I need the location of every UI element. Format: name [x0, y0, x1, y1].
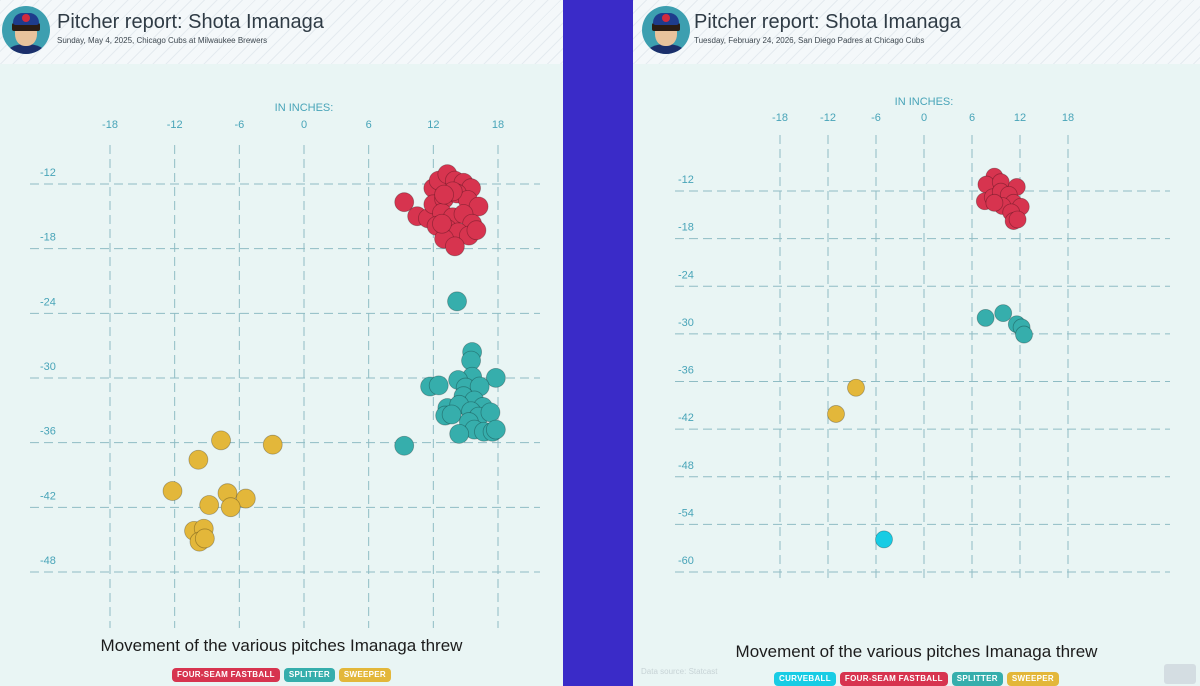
pitch-type-legend: CURVEBALL FOUR-SEAM FASTBALL SPLITTER SWEEP…: [633, 672, 1200, 686]
x-tick-label: 6: [366, 119, 372, 131]
x-tick-label: -12: [820, 112, 836, 124]
pitch-point: [1008, 210, 1027, 229]
y-tick-label: -30: [678, 317, 694, 329]
chart-caption: Movement of the various pitches Imanaga …: [100, 636, 463, 655]
x-tick-label: 18: [492, 119, 504, 131]
legend-badge: SPLITTER: [951, 672, 1003, 686]
x-tick-label: -12: [167, 119, 183, 131]
pitch-point: [449, 423, 470, 444]
pitch-point: [262, 434, 283, 455]
player-avatar: [2, 6, 50, 54]
pitch-point: [434, 184, 455, 205]
pitch-point: [199, 495, 220, 515]
x-tick-label: 6: [969, 112, 975, 124]
pitch-point: [480, 402, 501, 423]
pitch-point: [847, 378, 865, 397]
pitch-point: [394, 435, 415, 456]
series-curveball: [875, 530, 893, 549]
legend-badge: SPLITTER: [283, 668, 335, 682]
x-tick-label: -6: [234, 119, 244, 131]
player-avatar: [642, 6, 690, 54]
y-tick-label: -42: [40, 490, 56, 502]
legend-badge: SWEEPER: [1006, 672, 1059, 686]
x-tick-label: 0: [301, 119, 307, 131]
legend-badge: FOUR-SEAM FASTBALL: [171, 668, 280, 682]
y-tick-label: -18: [678, 222, 694, 234]
series-sweeper: [827, 378, 865, 423]
report-header: Pitcher report: Shota Imanaga Sunday, Ma…: [0, 0, 563, 64]
pitch-point: [432, 213, 452, 234]
y-tick-label: -12: [40, 167, 56, 179]
legend-badge: CURVEBALL: [774, 672, 836, 686]
series-sweeper: [162, 430, 283, 552]
pitch-type-legend: FOUR-SEAM FASTBALL SPLITTER SWEEPER: [0, 668, 563, 682]
y-tick-label: -24: [40, 296, 56, 308]
pitch-point: [235, 488, 256, 509]
x-axis-title: IN INCHES:: [275, 102, 334, 114]
report-title: Pitcher report: Shota Imanaga: [57, 11, 324, 33]
pitch-point: [485, 367, 506, 388]
y-tick-label: -36: [678, 365, 694, 377]
pitch-point: [441, 404, 462, 425]
y-tick-label: -48: [678, 460, 694, 472]
mlb-logo-icon: [1164, 664, 1196, 684]
pitch-point: [220, 497, 241, 518]
movement-scatter-plot: -18 -12 -6 0 6 12 18 IN INCHES: -12 -18 -24 -30 -36 -…: [30, 102, 540, 628]
pitch-point: [985, 193, 1004, 212]
pitch-point: [188, 449, 209, 470]
report-title: Pitcher report: Shota Imanaga: [694, 11, 961, 33]
pitcher-report-panel-1: Pitcher report: Shota Imanaga Sunday, Ma…: [0, 0, 563, 686]
series-splitter: [394, 291, 506, 456]
series-splitter: [976, 304, 1033, 344]
x-tick-label: 12: [427, 119, 439, 131]
y-tick-label: -30: [40, 361, 56, 373]
pitch-point: [875, 530, 893, 549]
pitch-point: [428, 375, 449, 396]
legend-badge: SWEEPER: [338, 668, 392, 682]
y-tick-label: -36: [40, 426, 56, 438]
y-tick-label: -42: [678, 412, 694, 424]
y-tick-label: -24: [678, 269, 694, 281]
series-four-seam-fastball: [394, 164, 489, 257]
data-source-note: Data source: Statcast: [641, 667, 718, 676]
chart-caption: Movement of the various pitches Imanaga …: [735, 642, 1098, 661]
pitch-point: [827, 405, 845, 423]
y-tick-label: -12: [678, 174, 694, 186]
pitcher-report-panel-2: Pitcher report: Shota Imanaga Tuesday, F…: [633, 0, 1200, 686]
pitch-point: [394, 192, 415, 213]
report-header: Pitcher report: Shota Imanaga Tuesday, F…: [633, 0, 1200, 64]
y-tick-label: -18: [40, 232, 56, 244]
report-subtitle: Tuesday, February 24, 2026, San Diego Pa…: [694, 36, 925, 45]
pitch-point: [976, 309, 995, 327]
x-tick-label: -6: [871, 112, 881, 124]
x-tick-label: 12: [1014, 112, 1026, 124]
x-tick-label: 0: [921, 112, 927, 124]
pitch-point: [194, 528, 215, 549]
pitch-point: [211, 430, 231, 451]
pitch-point: [1015, 325, 1033, 344]
x-axis-title: IN INCHES:: [895, 96, 954, 108]
pitch-point: [162, 481, 183, 501]
y-tick-label: -60: [678, 555, 694, 567]
legend-badge: FOUR-SEAM FASTBALL: [839, 672, 948, 686]
x-tick-label: -18: [102, 119, 118, 131]
y-tick-label: -48: [40, 555, 56, 567]
pitch-point: [444, 236, 465, 257]
pitch-point: [485, 419, 506, 440]
x-tick-label: 18: [1062, 112, 1074, 124]
report-subtitle: Sunday, May 4, 2025, Chicago Cubs at Mil…: [57, 36, 268, 45]
pitch-point: [994, 304, 1013, 323]
series-four-seam-fastball: [975, 167, 1030, 230]
pitch-point: [447, 291, 467, 312]
y-tick-label: -54: [678, 507, 694, 519]
pitch-point: [466, 220, 487, 241]
x-tick-label: -18: [772, 112, 788, 124]
